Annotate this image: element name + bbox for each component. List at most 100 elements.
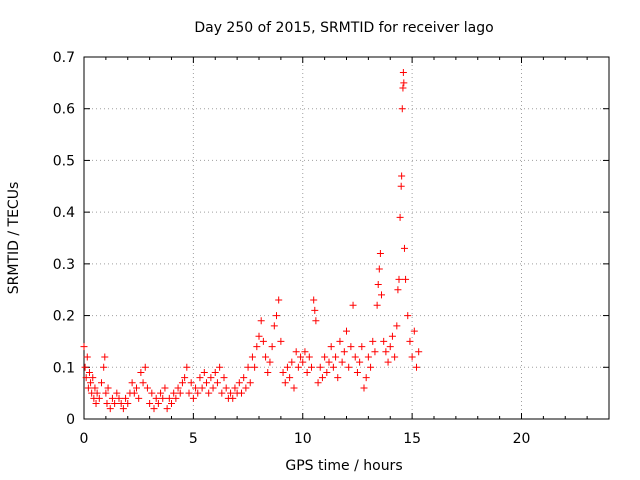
data-point <box>400 244 408 252</box>
data-point <box>189 394 197 402</box>
data-point <box>305 353 313 361</box>
data-point <box>178 379 186 387</box>
data-point <box>268 343 276 351</box>
data-point <box>402 275 410 283</box>
data-point <box>318 374 326 382</box>
data-point <box>101 353 109 361</box>
data-point <box>292 348 300 356</box>
data-point <box>308 363 315 371</box>
data-point <box>165 394 173 402</box>
data-point <box>266 358 274 366</box>
data-point <box>371 348 379 356</box>
data-point <box>375 265 383 273</box>
data-point <box>174 384 182 392</box>
data-point <box>400 79 408 87</box>
data-point <box>311 306 319 314</box>
data-point <box>200 368 208 376</box>
data-point <box>376 250 384 258</box>
data-point <box>157 389 165 397</box>
data-point <box>270 322 278 330</box>
data-point <box>238 389 245 397</box>
data-point <box>384 358 392 366</box>
data-point <box>141 363 149 371</box>
data-point <box>398 105 406 113</box>
data-point <box>325 358 333 366</box>
data-point <box>386 343 394 351</box>
data-point <box>262 353 270 361</box>
data-point <box>246 379 254 387</box>
data-point <box>406 337 414 345</box>
y-tick-label: 0.2 <box>53 309 75 325</box>
data-point <box>227 389 235 397</box>
data-point <box>92 399 100 407</box>
data-point <box>93 389 101 397</box>
data-point <box>95 394 103 402</box>
data-point <box>349 301 357 309</box>
data-point <box>343 327 350 335</box>
data-point <box>378 291 385 299</box>
data-point <box>194 389 202 397</box>
data-point <box>235 379 243 387</box>
data-point <box>259 337 267 345</box>
data-point <box>115 394 123 402</box>
data-point <box>332 353 340 361</box>
data-point <box>133 384 140 392</box>
x-tick-label: 0 <box>80 431 89 447</box>
data-point <box>102 389 110 397</box>
data-point <box>81 363 89 371</box>
data-point <box>203 379 210 387</box>
data-point <box>321 353 329 361</box>
data-point <box>374 281 382 289</box>
data-point <box>84 384 92 392</box>
data-point <box>312 317 320 325</box>
data-point <box>404 312 412 320</box>
data-point <box>399 84 407 92</box>
y-tick-label: 0.6 <box>53 102 75 118</box>
data-point <box>360 384 368 392</box>
data-point <box>345 363 353 371</box>
data-point <box>229 394 237 402</box>
data-point <box>108 394 116 402</box>
data-point <box>273 312 280 320</box>
data-point <box>297 353 305 361</box>
data-point <box>163 405 171 413</box>
data-point <box>100 363 108 371</box>
data-point <box>301 348 309 356</box>
data-point <box>124 399 132 407</box>
data-point <box>391 353 399 361</box>
data-point <box>159 394 167 402</box>
data-point <box>154 399 162 407</box>
data-point <box>395 275 403 283</box>
data-point <box>192 384 200 392</box>
data-point <box>82 374 90 382</box>
data-point <box>323 368 331 376</box>
data-point <box>288 358 296 366</box>
y-tick-label: 0.7 <box>53 50 75 66</box>
data-point <box>398 172 406 180</box>
data-point <box>277 337 285 345</box>
data-point <box>244 363 252 371</box>
data-point <box>213 379 221 387</box>
data-point <box>281 379 289 387</box>
data-point <box>122 394 130 402</box>
y-tick-label: 0 <box>66 412 75 428</box>
data-point <box>279 368 287 376</box>
data-point <box>299 358 307 366</box>
data-point <box>185 389 193 397</box>
data-point <box>137 368 145 376</box>
data-point <box>106 405 114 413</box>
data-point <box>351 353 359 361</box>
data-point <box>394 286 402 294</box>
data-point <box>255 332 263 340</box>
data-point <box>396 213 404 221</box>
data-point <box>314 379 322 387</box>
x-tick-label: 20 <box>513 431 531 447</box>
chart-title: Day 250 of 2015, SRMTID for receiver lag… <box>194 20 493 36</box>
data-point <box>248 353 256 361</box>
data-point <box>111 399 119 407</box>
y-tick-label: 0.1 <box>53 360 75 376</box>
data-point <box>347 343 355 351</box>
data-point <box>364 353 372 361</box>
